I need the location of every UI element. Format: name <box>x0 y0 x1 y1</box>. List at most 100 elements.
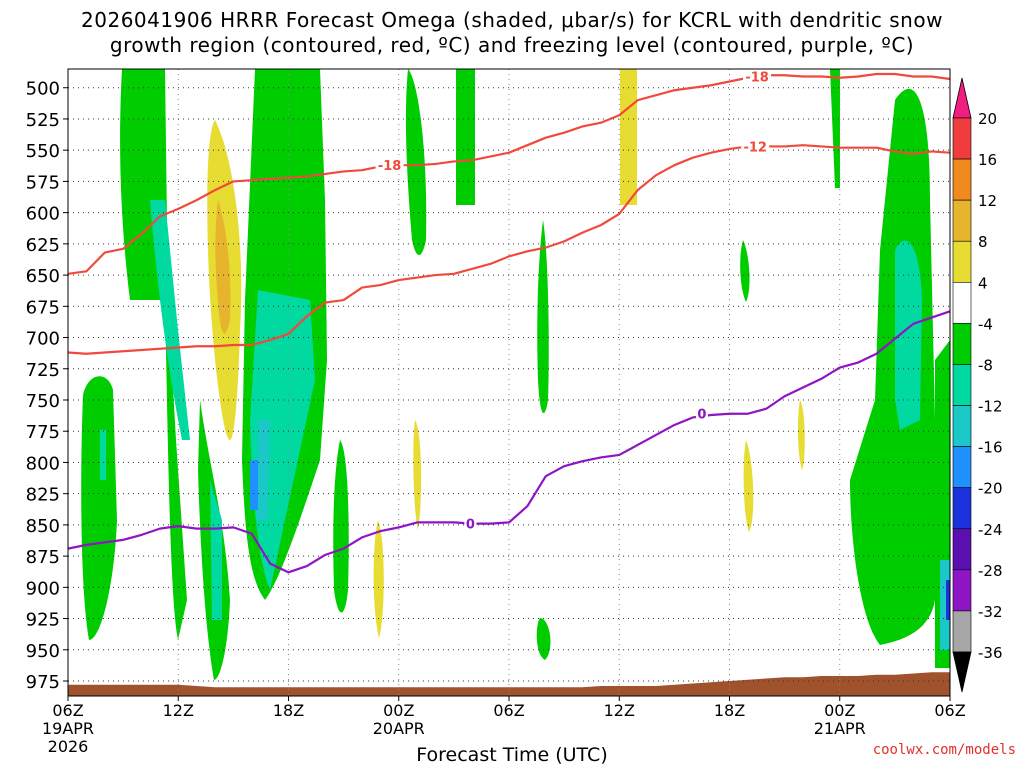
colorbar-bin <box>952 77 972 119</box>
plot-grid <box>67 69 951 696</box>
omega-region <box>210 480 222 620</box>
terrain-surface <box>68 672 950 696</box>
colorbar-bin <box>952 199 972 242</box>
x-tick-label: 18Z <box>273 701 304 720</box>
y-tick-label: 875 <box>26 547 60 568</box>
colorbar-label: 20 <box>978 110 997 128</box>
colorbar-label: -12 <box>978 398 1003 416</box>
terrain-fill <box>68 672 950 696</box>
colorbar-bin <box>952 651 972 693</box>
y-tick-label: 750 <box>26 391 60 412</box>
chart-title-line-2: growth region (contoured, red, ºC) and f… <box>109 33 915 57</box>
x-tick-sublabel: 2026 <box>48 737 89 756</box>
omega-region <box>100 430 106 480</box>
y-tick-label: 700 <box>26 329 60 350</box>
omega-region <box>120 69 187 640</box>
colorbar-label: -36 <box>978 644 1003 662</box>
omega-region <box>946 580 950 620</box>
x-tick-label: 06Z <box>493 701 524 720</box>
colorbar-label: -32 <box>978 603 1003 621</box>
contour-label: -12 <box>743 140 767 155</box>
colorbar-label: -8 <box>978 356 993 374</box>
contour-label-bg <box>464 516 477 531</box>
omega-region <box>537 220 549 414</box>
colorbar-bin <box>952 405 972 447</box>
omega-region <box>850 88 935 646</box>
x-tick-sublabel: 21APR <box>814 719 866 738</box>
colorbar-label: -4 <box>978 315 993 333</box>
omega-shaded-regions <box>81 69 950 680</box>
y-tick-label: 925 <box>26 610 60 631</box>
omega-region <box>830 69 840 188</box>
y-tick-label: 825 <box>26 485 60 506</box>
y-tick-label: 800 <box>26 453 60 474</box>
contour-label-bg <box>743 69 772 84</box>
colorbar-label: -20 <box>978 480 1003 498</box>
y-tick-label: 625 <box>26 235 60 256</box>
contour-line <box>68 310 950 574</box>
colorbar-bin <box>952 528 972 571</box>
omega-region <box>405 69 427 255</box>
omega-region <box>256 420 270 520</box>
omega-region <box>373 520 384 638</box>
y-tick-label: 725 <box>26 360 60 381</box>
chart-title-line-1: 2026041906 HRRR Forecast Omega (shaded, … <box>81 8 943 32</box>
contour-label: -18 <box>745 70 769 85</box>
colorbar-bin <box>952 446 972 488</box>
colorbar-bin <box>952 282 972 324</box>
colorbar-bin <box>952 240 972 283</box>
x-tick-label: 12Z <box>604 701 635 720</box>
omega-region <box>620 69 637 205</box>
y-tick-label: 650 <box>26 266 60 287</box>
colorbar-bin <box>952 117 972 160</box>
y-tick-label: 575 <box>26 172 60 193</box>
omega-region <box>895 240 922 430</box>
y-tick-label: 525 <box>26 110 60 131</box>
contour-label-bg <box>741 139 770 154</box>
contour-line <box>68 144 950 355</box>
colorbar-bin <box>952 487 972 530</box>
omega-region <box>536 618 551 660</box>
y-tick-label: 950 <box>26 641 60 662</box>
credit-watermark: coolwx.com/models <box>872 742 1016 758</box>
colorbar-bin <box>952 364 972 406</box>
contour-label: 0 <box>697 408 706 423</box>
colorbar-label: 8 <box>978 233 988 251</box>
y-tick-label: 500 <box>26 79 60 100</box>
x-tick-label: 06Z <box>52 701 83 720</box>
colorbar-bin <box>952 158 972 201</box>
contour-label: -18 <box>378 159 402 174</box>
pressure-axis: 500 525 550 575 600 625 650 675 700 725 750 775 800 8… <box>26 79 68 693</box>
omega-region <box>740 240 750 302</box>
x-tick-label: 00Z <box>383 701 414 720</box>
colorbar-label: 12 <box>978 192 997 210</box>
y-tick-label: 900 <box>26 578 60 599</box>
x-tick-label: 18Z <box>714 701 745 720</box>
colorbar-label: 16 <box>978 151 997 169</box>
x-tick-sublabel: 19APR <box>42 719 94 738</box>
omega-region <box>797 400 805 470</box>
colorbar-bin <box>952 569 972 612</box>
colorbar-label: -28 <box>978 562 1003 580</box>
omega-region <box>150 200 190 440</box>
contour-label-bg <box>375 158 404 173</box>
colorbar-label: -24 <box>978 521 1003 539</box>
plot-frame <box>67 68 951 697</box>
omega-region <box>456 69 475 205</box>
contour-label: 0 <box>466 518 475 533</box>
omega-region <box>215 200 231 334</box>
x-tick-label: 12Z <box>163 701 194 720</box>
omega-region <box>81 376 117 640</box>
omega-region <box>413 420 422 530</box>
colorbar-bin <box>952 323 972 365</box>
y-tick-label: 550 <box>26 141 60 162</box>
contour-label-bg <box>695 406 708 421</box>
omega-colorbar: 20 16 12 8 4 -4 -8 -12 -16 -20 -24 -28 -32 -36 <box>952 77 1003 693</box>
y-tick-label: 675 <box>26 297 60 318</box>
y-tick-label: 850 <box>26 516 60 537</box>
y-tick-label: 600 <box>26 204 60 225</box>
omega-region <box>333 440 349 613</box>
y-tick-label: 775 <box>26 422 60 443</box>
x-tick-label: 00Z <box>824 701 855 720</box>
